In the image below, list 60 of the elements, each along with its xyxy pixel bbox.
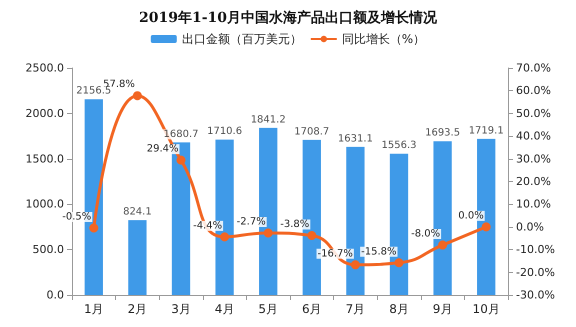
bar xyxy=(128,220,147,295)
data-label: 2156.5 xyxy=(76,86,112,97)
data-label: 1556.3 xyxy=(382,140,416,152)
x-tick-label: 4月 xyxy=(214,302,234,316)
y-tick-label: 2000.0 xyxy=(26,106,64,120)
data-label: -15.8% xyxy=(361,246,396,258)
x-tick-label: 5月 xyxy=(258,302,278,316)
point xyxy=(132,91,142,100)
data-label: -8.0% xyxy=(411,228,440,240)
data-label: 1719.1 xyxy=(468,125,504,136)
data-label: -16.7% xyxy=(318,248,353,260)
data-label: -3.8% xyxy=(280,219,310,230)
point xyxy=(307,231,316,240)
y2-tick-label: 20.0% xyxy=(516,175,551,188)
y2-tick-label: 40.0% xyxy=(516,130,551,143)
y-tick-label: 1000.0 xyxy=(26,198,64,211)
x-tick-label: 1月 xyxy=(84,302,104,316)
data-label: -4.4% xyxy=(193,220,222,232)
data-label: -2.7% xyxy=(236,216,266,228)
y2-tick-label: -10.0% xyxy=(516,243,555,256)
x-tick-label: 10月 xyxy=(472,302,500,316)
x-tick-label: 8月 xyxy=(389,302,409,316)
data-label: 1693.5 xyxy=(425,128,460,139)
y-tick-label: 2500.0 xyxy=(26,62,64,74)
legend-label: 同比增长（%） xyxy=(342,32,426,46)
y2-tick-label: -30.0% xyxy=(516,288,555,302)
legend-label: 出口金额（百万美元） xyxy=(182,32,302,46)
y2-tick-label: 70.0% xyxy=(516,62,551,74)
data-label: 1708.7 xyxy=(294,126,330,138)
data-label: 1710.6 xyxy=(207,126,242,138)
y2-tick-label: 50.0% xyxy=(516,106,551,120)
data-label: -0.5% xyxy=(62,212,92,223)
y-tick-label: 500.0 xyxy=(32,243,64,256)
point xyxy=(176,156,186,165)
data-label: 1841.2 xyxy=(250,114,286,126)
x-tick-label: 9月 xyxy=(432,302,452,316)
x-tick-label: 7月 xyxy=(346,302,366,316)
data-label: 29.4% xyxy=(146,144,178,155)
data-label: 824.1 xyxy=(123,206,152,218)
point xyxy=(482,222,491,232)
point xyxy=(220,232,230,242)
point xyxy=(438,240,448,250)
y2-tick-label: 30.0% xyxy=(516,152,551,166)
point xyxy=(264,228,273,238)
chart-title: 2019年1-10月中国水海产品出口额及增长情况 xyxy=(139,9,438,26)
data-label: 1631.1 xyxy=(338,133,373,144)
y-tick-label: 1500.0 xyxy=(26,152,64,166)
y2-tick-label: 60.0% xyxy=(516,84,551,98)
y2-tick-label: -20.0% xyxy=(516,266,555,279)
x-tick-label: 2月 xyxy=(128,302,148,316)
y2-tick-label: 10.0% xyxy=(516,198,551,211)
data-label: 0.0% xyxy=(458,210,484,222)
point xyxy=(394,258,404,268)
data-label: 1680.7 xyxy=(164,128,198,140)
point xyxy=(350,260,360,270)
y2-tick-label: 0.0% xyxy=(516,220,544,234)
x-tick-label: 3月 xyxy=(171,302,191,316)
y-tick-label: 0.0 xyxy=(46,288,64,302)
x-tick-label: 6月 xyxy=(302,302,322,316)
point xyxy=(89,224,98,233)
